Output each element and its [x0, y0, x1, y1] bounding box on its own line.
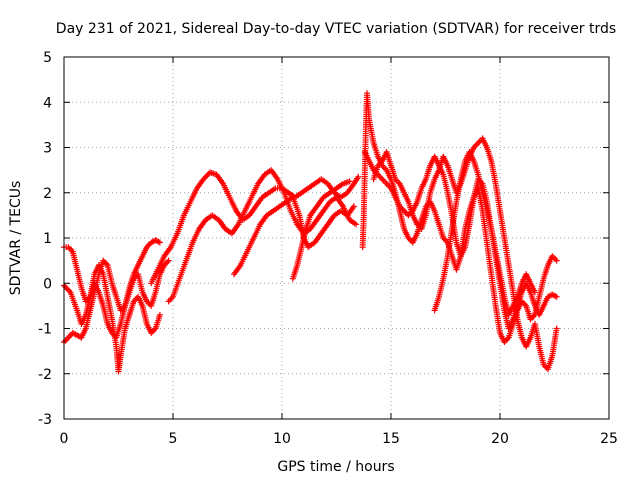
- data-point-markers: [359, 90, 560, 346]
- y-tick-label: 3: [43, 141, 52, 157]
- y-tick-label: 4: [43, 95, 52, 111]
- chart-title: Day 231 of 2021, Sidereal Day-to-day VTE…: [56, 21, 616, 37]
- data-point-markers: [289, 178, 353, 282]
- series-track-d: [148, 169, 362, 287]
- x-tick-label: 15: [382, 431, 400, 447]
- x-tick-label: 0: [60, 431, 69, 447]
- data-point-markers: [431, 149, 538, 318]
- y-tick-label: -1: [38, 322, 52, 338]
- series-track-g: [289, 178, 353, 282]
- y-axis-label: SDTVAR / TECUs: [8, 181, 24, 296]
- series-track-k: [431, 149, 538, 318]
- x-tick-label: 25: [600, 431, 618, 447]
- x-tick-label: 10: [273, 431, 291, 447]
- series-track-f: [231, 194, 357, 278]
- y-tick-label: 5: [43, 50, 52, 66]
- data-point-markers: [165, 167, 360, 305]
- data-point-markers: [231, 194, 357, 278]
- x-tick-label: 20: [491, 431, 509, 447]
- x-axis-ticks: 0 5 10 15 20 25: [60, 57, 618, 447]
- series-track-h: [359, 90, 560, 346]
- x-axis-label: GPS time / hours: [277, 459, 394, 475]
- x-tick-label: 5: [169, 431, 178, 447]
- y-tick-label: 1: [43, 231, 52, 247]
- y-tick-label: -3: [38, 412, 52, 428]
- y-tick-label: 2: [43, 186, 52, 202]
- y-tick-label: 0: [43, 276, 52, 292]
- grid-lines: [64, 57, 609, 419]
- data-points: [61, 90, 560, 375]
- series-track-e: [165, 167, 360, 305]
- y-tick-label: -2: [38, 367, 52, 383]
- y-axis-ticks: -3 -2 -1 0 1 2 3 4 5: [38, 50, 609, 428]
- data-point-markers: [148, 169, 362, 287]
